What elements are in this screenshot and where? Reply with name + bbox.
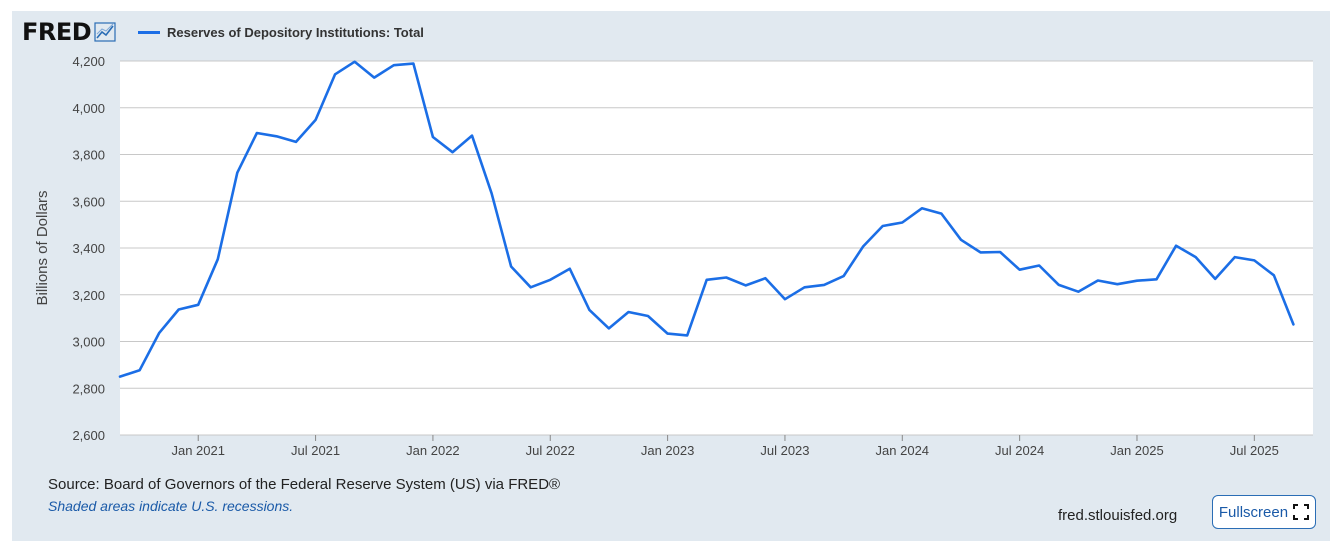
data-point[interactable]	[193, 300, 203, 310]
data-point[interactable]	[1152, 274, 1162, 284]
x-tick-label: Jul 2023	[760, 443, 809, 458]
data-point[interactable]	[682, 330, 692, 340]
data-point[interactable]	[819, 280, 829, 290]
y-tick-label: 2,800	[72, 381, 105, 396]
legend-label: Reserves of Depository Institutions: Tot…	[167, 24, 424, 40]
data-point[interactable]	[271, 131, 281, 141]
data-point[interactable]	[1015, 265, 1025, 275]
y-axis-label: Billions of Dollars	[34, 190, 51, 305]
data-point[interactable]	[643, 311, 653, 321]
y-tick-label: 3,800	[72, 148, 105, 163]
data-point[interactable]	[174, 304, 184, 314]
fullscreen-icon	[1293, 504, 1310, 520]
data-point[interactable]	[878, 221, 888, 231]
y-tick-label: 3,200	[72, 288, 105, 303]
data-point[interactable]	[995, 247, 1005, 257]
data-point[interactable]	[760, 273, 770, 283]
data-point[interactable]	[604, 323, 614, 333]
data-point[interactable]	[956, 235, 966, 245]
data-point[interactable]	[545, 275, 555, 285]
data-point[interactable]	[1054, 280, 1064, 290]
line-chart-icon	[94, 22, 116, 42]
fullscreen-button[interactable]: Fullscreen	[1212, 495, 1316, 529]
fred-logo-text: FRED	[22, 18, 92, 46]
y-tick-label: 3,400	[72, 241, 105, 256]
fred-logo[interactable]: FRED	[22, 18, 116, 46]
y-tick-label: 3,000	[72, 335, 105, 350]
source-note: Source: Board of Governors of the Federa…	[48, 476, 561, 493]
data-point[interactable]	[663, 329, 673, 339]
y-tick-label: 4,000	[72, 101, 105, 116]
data-point[interactable]	[800, 282, 810, 292]
data-point[interactable]	[487, 188, 497, 198]
data-point[interactable]	[213, 254, 223, 264]
data-point[interactable]	[623, 307, 633, 317]
data-point[interactable]	[389, 60, 399, 70]
data-point[interactable]	[447, 147, 457, 157]
data-point[interactable]	[1269, 270, 1279, 280]
data-point[interactable]	[1093, 275, 1103, 285]
data-point[interactable]	[115, 372, 125, 382]
data-point[interactable]	[232, 168, 242, 178]
data-point[interactable]	[1249, 255, 1259, 265]
x-tick-label: Jan 2023	[641, 443, 695, 458]
x-tick-label: Jan 2022	[406, 443, 460, 458]
data-point[interactable]	[408, 59, 418, 69]
line-chart[interactable]: 2,600 2,800 3,000 3,200 3,400 3,600 3,800 4,000…	[0, 0, 1334, 470]
data-point[interactable]	[741, 280, 751, 290]
x-axis-ticks: Jan 2021 Jul 2021 Jan 2022 Jul 2022 Jan 2023…	[171, 435, 1279, 458]
data-point[interactable]	[506, 261, 516, 271]
data-point[interactable]	[780, 294, 790, 304]
y-tick-label: 4,200	[72, 54, 105, 69]
data-point[interactable]	[1191, 252, 1201, 262]
chart-legend: Reserves of Depository Institutions: Tot…	[138, 21, 424, 43]
data-point[interactable]	[311, 115, 321, 125]
data-point[interactable]	[1073, 287, 1083, 297]
site-url[interactable]: fred.stlouisfed.org	[1058, 507, 1178, 524]
data-point[interactable]	[369, 73, 379, 83]
data-point[interactable]	[858, 241, 868, 251]
y-axis-ticks: 2,600 2,800 3,000 3,200 3,400 3,600 3,800 4,000…	[72, 54, 105, 443]
x-tick-label: Jul 2022	[526, 443, 575, 458]
data-point[interactable]	[135, 365, 145, 375]
data-point[interactable]	[1132, 276, 1142, 286]
data-point[interactable]	[839, 271, 849, 281]
data-point[interactable]	[330, 69, 340, 79]
data-point[interactable]	[976, 247, 986, 257]
data-point[interactable]	[252, 128, 262, 138]
gridlines	[120, 60, 1313, 436]
x-tick-label: Jan 2021	[171, 443, 225, 458]
x-tick-label: Jan 2025	[1110, 443, 1164, 458]
x-tick-label: Jul 2024	[995, 443, 1044, 458]
data-point[interactable]	[291, 137, 301, 147]
recession-note: Shaded areas indicate U.S. recessions.	[48, 498, 294, 514]
series-line[interactable]	[118, 60, 1295, 378]
data-point[interactable]	[584, 305, 594, 315]
data-point[interactable]	[1288, 319, 1298, 329]
y-tick-label: 3,600	[72, 194, 105, 209]
data-point[interactable]	[154, 328, 164, 338]
data-point[interactable]	[350, 57, 360, 67]
data-point[interactable]	[1230, 252, 1240, 262]
x-tick-label: Jul 2021	[291, 443, 340, 458]
x-tick-label: Jan 2024	[876, 443, 930, 458]
data-point[interactable]	[526, 282, 536, 292]
data-point[interactable]	[721, 272, 731, 282]
data-point[interactable]	[1112, 279, 1122, 289]
y-tick-label: 2,600	[72, 428, 105, 443]
legend-swatch	[138, 30, 160, 34]
data-point[interactable]	[936, 209, 946, 219]
data-point[interactable]	[917, 203, 927, 213]
data-point[interactable]	[1171, 241, 1181, 251]
data-point[interactable]	[1210, 274, 1220, 284]
data-point[interactable]	[702, 275, 712, 285]
data-point[interactable]	[565, 264, 575, 274]
data-point[interactable]	[467, 131, 477, 141]
series-layer	[115, 57, 1298, 382]
data-point[interactable]	[897, 218, 907, 228]
data-point[interactable]	[1034, 261, 1044, 271]
fullscreen-label: Fullscreen	[1218, 503, 1289, 521]
data-point[interactable]	[428, 132, 438, 142]
x-tick-label: Jul 2025	[1230, 443, 1279, 458]
